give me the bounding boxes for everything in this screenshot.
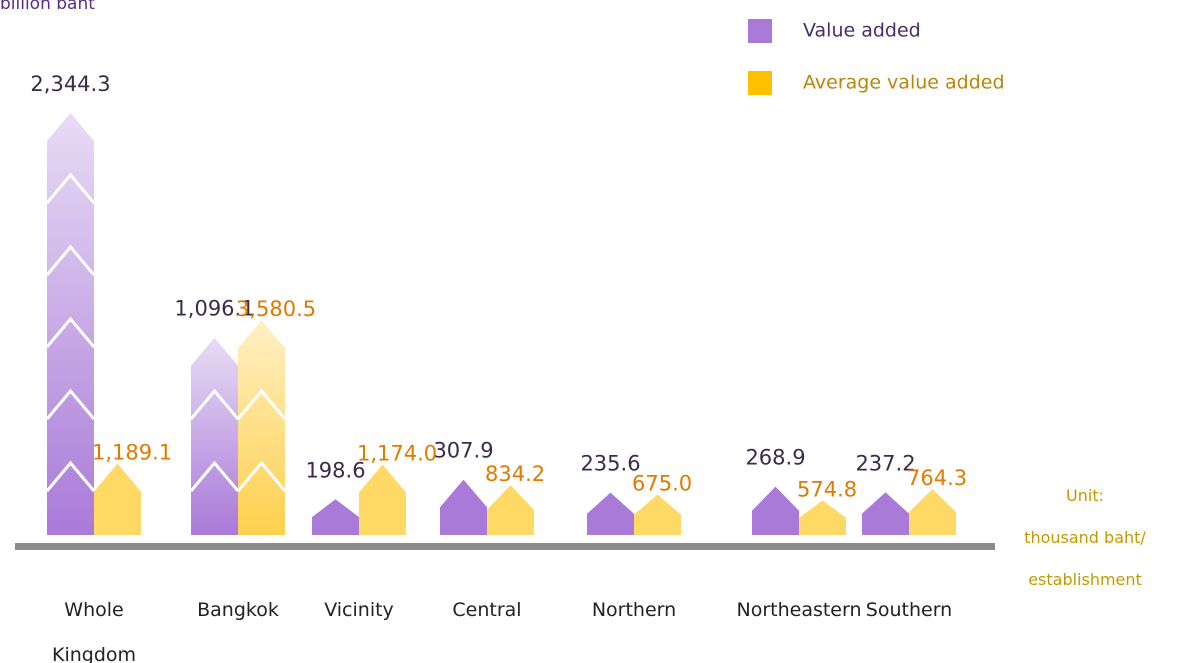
x-tick-label: Southern xyxy=(865,599,953,621)
legend-swatch xyxy=(748,19,772,43)
x-tick-label: Northern xyxy=(591,599,677,621)
bar-chevron xyxy=(236,388,287,420)
baseline xyxy=(15,543,995,550)
bar-chevron xyxy=(45,388,96,420)
bar-chevron xyxy=(45,460,96,492)
x-tick-label: Bangkok xyxy=(197,599,279,621)
data-label: 1,189.1 xyxy=(92,441,172,465)
legend-label: Value added xyxy=(803,20,921,42)
bar xyxy=(799,500,846,535)
data-label: 235.6 xyxy=(580,452,640,476)
data-label: 574.8 xyxy=(797,478,857,502)
bar xyxy=(238,320,285,535)
bar-chevron xyxy=(236,460,287,492)
bar xyxy=(359,464,406,535)
bar-chevron xyxy=(45,244,96,276)
x-tick-label: Northeastern xyxy=(736,599,862,621)
bar-chevron xyxy=(45,316,96,348)
bar-chevron xyxy=(189,460,240,492)
data-label: 1,096.1 xyxy=(174,297,254,321)
data-label: 237.2 xyxy=(855,451,915,475)
unit-note: establishment xyxy=(1028,570,1142,589)
data-label: 675.0 xyxy=(632,472,692,496)
data-label: 2,344.3 xyxy=(30,72,110,96)
bar xyxy=(909,489,956,535)
data-label: 764.3 xyxy=(907,466,967,490)
bar xyxy=(487,484,534,535)
data-label: 1,174.0 xyxy=(357,442,437,466)
unit-title: billion baht xyxy=(0,0,95,14)
x-tick-label: Whole Kingdom xyxy=(51,599,137,663)
legend-label: Average value added xyxy=(803,72,1005,94)
bar-chevron xyxy=(45,172,96,204)
data-label: 3,580.5 xyxy=(236,297,316,321)
x-tick-label: Vicinity xyxy=(324,599,394,621)
bar xyxy=(94,463,141,535)
bar xyxy=(752,486,799,535)
data-label: 268.9 xyxy=(745,446,805,470)
bar xyxy=(440,479,487,535)
unit-note: thousand baht/ xyxy=(1024,528,1146,547)
unit-note: Unit: xyxy=(1066,486,1104,505)
bar xyxy=(862,492,909,535)
legend-swatch xyxy=(748,71,772,95)
data-label: 198.6 xyxy=(305,458,365,482)
data-label: 834.2 xyxy=(485,462,545,486)
bar-chevron xyxy=(189,388,240,420)
x-tick-label: Central xyxy=(452,599,522,621)
bar xyxy=(312,499,359,535)
data-label: 307.9 xyxy=(433,439,493,463)
bar xyxy=(587,492,634,535)
bar xyxy=(634,494,681,535)
bar xyxy=(47,113,94,535)
bar xyxy=(191,337,238,535)
